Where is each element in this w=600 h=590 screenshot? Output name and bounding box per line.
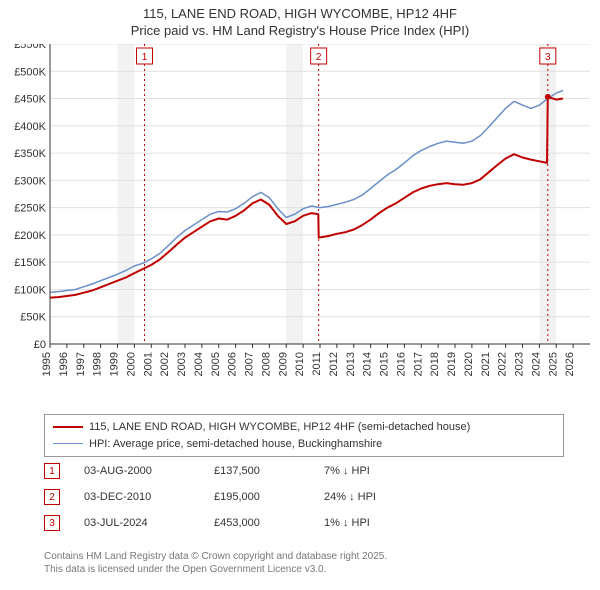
sale-row: 1 03-AUG-2000 £137,500 7% ↓ HPI — [44, 458, 424, 484]
svg-text:2003: 2003 — [176, 352, 188, 376]
footer-line-2: This data is licensed under the Open Gov… — [44, 564, 326, 575]
legend-item-price-paid: 115, LANE END ROAD, HIGH WYCOMBE, HP12 4… — [53, 419, 555, 436]
svg-text:2005: 2005 — [210, 352, 222, 376]
legend: 115, LANE END ROAD, HIGH WYCOMBE, HP12 4… — [44, 414, 564, 457]
svg-text:£50K: £50K — [20, 312, 46, 324]
svg-text:2014: 2014 — [362, 352, 374, 376]
svg-text:2016: 2016 — [395, 352, 407, 376]
svg-text:2006: 2006 — [227, 352, 239, 376]
svg-text:£250K: £250K — [14, 203, 46, 215]
legend-label: 115, LANE END ROAD, HIGH WYCOMBE, HP12 4… — [89, 419, 470, 436]
svg-text:2004: 2004 — [193, 352, 205, 376]
svg-text:2: 2 — [316, 52, 322, 63]
sale-price: £195,000 — [214, 491, 324, 503]
svg-text:£150K: £150K — [14, 257, 46, 269]
sale-row: 2 03-DEC-2010 £195,000 24% ↓ HPI — [44, 484, 424, 510]
svg-text:1997: 1997 — [75, 352, 87, 376]
sales-table: 1 03-AUG-2000 £137,500 7% ↓ HPI 2 03-DEC… — [44, 458, 424, 536]
footer-line-1: Contains HM Land Registry data © Crown c… — [44, 551, 387, 562]
sale-price: £137,500 — [214, 465, 324, 477]
svg-text:2001: 2001 — [142, 352, 154, 376]
svg-text:2002: 2002 — [159, 352, 171, 376]
svg-text:2000: 2000 — [125, 352, 137, 376]
sale-delta: 1% ↓ HPI — [324, 517, 424, 529]
svg-text:2020: 2020 — [463, 352, 475, 376]
sale-date: 03-DEC-2010 — [84, 491, 214, 503]
svg-text:2019: 2019 — [446, 352, 458, 376]
svg-text:2010: 2010 — [294, 352, 306, 376]
title-line-2: Price paid vs. HM Land Registry's House … — [131, 23, 469, 38]
svg-text:2023: 2023 — [514, 352, 526, 376]
svg-text:2025: 2025 — [547, 352, 559, 376]
chart-container: 115, LANE END ROAD, HIGH WYCOMBE, HP12 4… — [0, 0, 600, 590]
svg-text:£400K: £400K — [14, 121, 46, 133]
svg-text:£100K: £100K — [14, 284, 46, 296]
svg-text:2017: 2017 — [412, 352, 424, 376]
svg-text:£450K: £450K — [14, 94, 46, 106]
svg-text:2008: 2008 — [260, 352, 272, 376]
svg-text:2024: 2024 — [530, 352, 542, 376]
svg-text:£200K: £200K — [14, 230, 46, 242]
sale-marker-2: 2 — [44, 489, 60, 505]
svg-text:1999: 1999 — [109, 352, 121, 376]
svg-text:£550K: £550K — [14, 44, 46, 51]
svg-text:2022: 2022 — [497, 352, 509, 376]
svg-text:1998: 1998 — [92, 352, 104, 376]
sale-delta: 7% ↓ HPI — [324, 465, 424, 477]
svg-text:2007: 2007 — [244, 352, 256, 376]
sale-marker-1: 1 — [44, 463, 60, 479]
svg-text:3: 3 — [545, 52, 551, 63]
sale-date: 03-JUL-2024 — [84, 517, 214, 529]
svg-text:2018: 2018 — [429, 352, 441, 376]
svg-text:1: 1 — [142, 52, 148, 63]
svg-text:1995: 1995 — [41, 352, 53, 376]
svg-text:£500K: £500K — [14, 66, 46, 78]
legend-swatch — [53, 443, 83, 444]
sale-date: 03-AUG-2000 — [84, 465, 214, 477]
sale-row: 3 03-JUL-2024 £453,000 1% ↓ HPI — [44, 510, 424, 536]
chart-title: 115, LANE END ROAD, HIGH WYCOMBE, HP12 4… — [0, 0, 600, 40]
title-line-1: 115, LANE END ROAD, HIGH WYCOMBE, HP12 4… — [143, 6, 457, 21]
sale-price: £453,000 — [214, 517, 324, 529]
line-chart-svg: £0 £50K £100K £150K £200K £250K £300K £350K £400… — [8, 44, 592, 406]
svg-text:2021: 2021 — [480, 352, 492, 376]
chart-area: £0 £50K £100K £150K £200K £250K £300K £350K £400… — [8, 44, 592, 406]
footer-attribution: Contains HM Land Registry data © Crown c… — [44, 550, 387, 576]
legend-item-hpi: HPI: Average price, semi-detached house,… — [53, 436, 555, 453]
legend-label: HPI: Average price, semi-detached house,… — [89, 436, 382, 453]
legend-swatch — [53, 426, 83, 428]
sale-delta: 24% ↓ HPI — [324, 491, 424, 503]
svg-text:2015: 2015 — [379, 352, 391, 376]
svg-text:2009: 2009 — [277, 352, 289, 376]
svg-text:2012: 2012 — [328, 352, 340, 376]
svg-text:2013: 2013 — [345, 352, 357, 376]
svg-text:2026: 2026 — [564, 352, 576, 376]
svg-text:1996: 1996 — [58, 352, 70, 376]
svg-text:£350K: £350K — [14, 148, 46, 160]
svg-text:£0: £0 — [34, 339, 46, 351]
svg-text:£300K: £300K — [14, 175, 46, 187]
svg-text:2011: 2011 — [311, 352, 323, 376]
sale-marker-3: 3 — [44, 515, 60, 531]
